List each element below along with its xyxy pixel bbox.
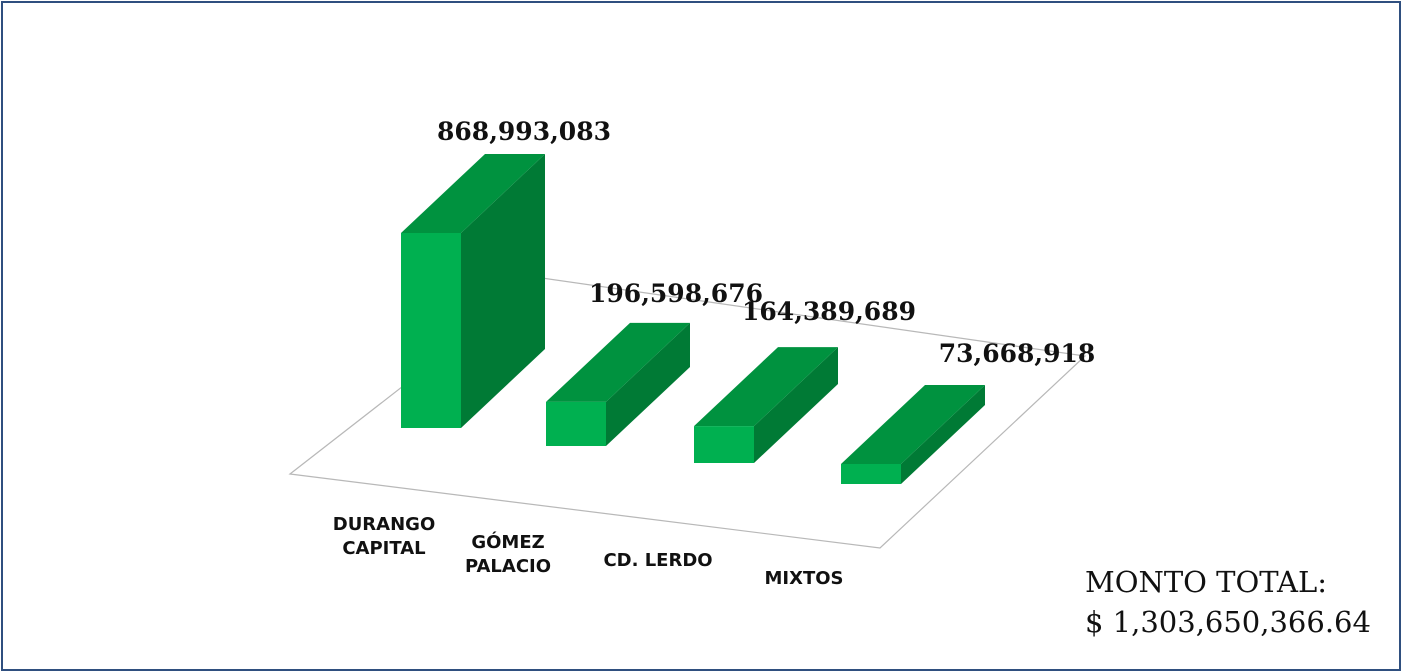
bar-front-4 (841, 464, 901, 484)
category-label-4: MIXTOS (764, 568, 843, 589)
data-label-1: 868,993,083 (437, 117, 611, 146)
data-label-2: 196,598,676 (589, 279, 763, 308)
bar-front-2 (546, 401, 606, 446)
total-value: $ 1,303,650,366.64 (1085, 605, 1371, 639)
bar-side-3 (754, 347, 838, 463)
total-label: MONTO TOTAL: (1085, 565, 1328, 599)
bar-side-2 (606, 322, 690, 446)
bar-top-2 (546, 322, 690, 402)
bar-top-3 (694, 347, 838, 427)
bar-front-1 (401, 233, 461, 428)
data-label-4: 73,668,918 (939, 339, 1096, 368)
bar-top-1 (401, 154, 545, 233)
category-label-1-line-1: DURANGO (333, 514, 436, 535)
category-label-1-line-2: CAPITAL (342, 538, 425, 559)
category-label-3: CD. LERDO (603, 550, 712, 571)
bar-side-4 (901, 385, 985, 484)
bar-front-3 (694, 426, 754, 463)
category-label-2-line-2: PALACIO (465, 556, 551, 577)
category-label-2-line-1: GÓMEZ (471, 531, 544, 553)
data-label-3: 164,389,689 (742, 297, 916, 326)
bar-side-1 (461, 154, 545, 428)
total-amount-block: MONTO TOTAL: $ 1,303,650,366.64 (1085, 562, 1371, 642)
bar-top-4 (841, 385, 985, 464)
